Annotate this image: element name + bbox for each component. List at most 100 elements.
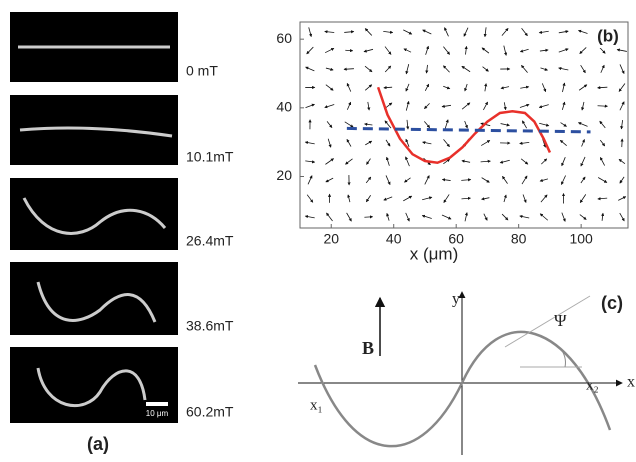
x-tick-label: 20 (323, 231, 339, 247)
angle-arc (559, 347, 566, 368)
field-vector (422, 141, 432, 145)
data-line (376, 86, 552, 165)
field-vector (443, 139, 450, 148)
field-vector (541, 158, 548, 165)
field-vector (540, 67, 549, 71)
field-vector (346, 138, 352, 147)
field-vector (405, 100, 410, 111)
field-vector (327, 138, 332, 148)
field-vector (383, 196, 393, 201)
field-vector (403, 195, 413, 202)
field-vector (503, 102, 507, 111)
field-vector (405, 212, 410, 222)
field-vector (304, 215, 315, 219)
field-vector (441, 104, 452, 108)
field-vector (364, 65, 373, 73)
field-vector (326, 212, 333, 222)
field-vector (364, 122, 373, 126)
field-vector (366, 195, 371, 203)
field-vector (325, 177, 334, 183)
field-vector (464, 83, 468, 92)
field-vector (560, 122, 567, 127)
field-vector (443, 194, 450, 204)
field-vector (384, 46, 392, 55)
field-vector (519, 214, 530, 219)
field-vector (441, 214, 452, 220)
field-vector (403, 48, 412, 53)
field-vector (619, 212, 625, 222)
field-vector (343, 67, 354, 71)
field-vector (618, 159, 626, 164)
field-vector (503, 45, 508, 56)
field-vector (561, 212, 566, 222)
curve (313, 330, 612, 448)
x-axis-label: x (627, 374, 635, 391)
field-vector (422, 196, 433, 201)
field-vector (444, 119, 449, 130)
field-vector (305, 103, 315, 109)
panel-a: 10 μm 0 mT 10.1mT 26.4mT 38.6mT 60.2mT (… (10, 12, 234, 454)
field-vector (482, 66, 489, 72)
field-vector (599, 139, 606, 147)
field-vector (599, 47, 606, 54)
field-label: B (362, 338, 374, 358)
field-vector (385, 139, 391, 147)
field-vector (461, 102, 471, 110)
field-vector (324, 30, 335, 34)
field-vector (405, 138, 410, 147)
field-vector (461, 65, 471, 73)
field-vector (540, 194, 548, 203)
field-vector (464, 120, 468, 129)
field-vector (423, 121, 431, 128)
panel-c: B y x Ψ x₁ x₂ (c) (298, 291, 635, 455)
field-vector (481, 47, 490, 54)
field-vector (562, 82, 566, 93)
field-label: 60.2mT (186, 404, 234, 420)
field-vector (424, 83, 430, 91)
field-vector (383, 30, 394, 34)
panel-label: (c) (601, 293, 623, 313)
filament (22, 197, 167, 235)
field-vector (501, 213, 509, 221)
field-vector (444, 27, 449, 37)
field-vector (619, 176, 625, 184)
field-label: 0 mT (186, 63, 218, 79)
field-vector (305, 160, 316, 164)
field-vector (364, 84, 373, 91)
field-vector (561, 157, 566, 167)
field-vector (558, 66, 569, 71)
field-vector (620, 120, 624, 130)
field-vector (521, 64, 528, 73)
filament (19, 126, 173, 138)
y-tick-label: 40 (276, 99, 292, 115)
field-vector (500, 123, 510, 127)
field-vector (344, 121, 354, 128)
field-vector (306, 194, 314, 203)
field-vector (561, 175, 566, 185)
root-label: x₁ (310, 397, 323, 413)
field-vector (443, 158, 451, 165)
field-vector (522, 194, 527, 204)
field-vector (481, 177, 490, 183)
field-vector (581, 101, 585, 111)
field-vector (501, 27, 509, 36)
root-label: x₂ (586, 377, 599, 393)
field-vector (519, 141, 530, 145)
field-vector (579, 214, 587, 220)
field-vector (385, 156, 390, 166)
field-vector (519, 103, 530, 108)
plot-frame (299, 21, 629, 229)
field-vector (363, 48, 374, 53)
x-tick-label: 80 (511, 231, 527, 247)
field-vector (405, 156, 410, 167)
field-vector (601, 212, 605, 221)
field-vector (520, 158, 529, 165)
field-vector (538, 30, 549, 34)
field-vector (344, 30, 355, 34)
field-vector (326, 121, 333, 128)
field-vector (405, 64, 410, 75)
field-vector (500, 86, 510, 90)
field-label: 10.1mT (186, 149, 234, 165)
field-vector (324, 47, 335, 54)
